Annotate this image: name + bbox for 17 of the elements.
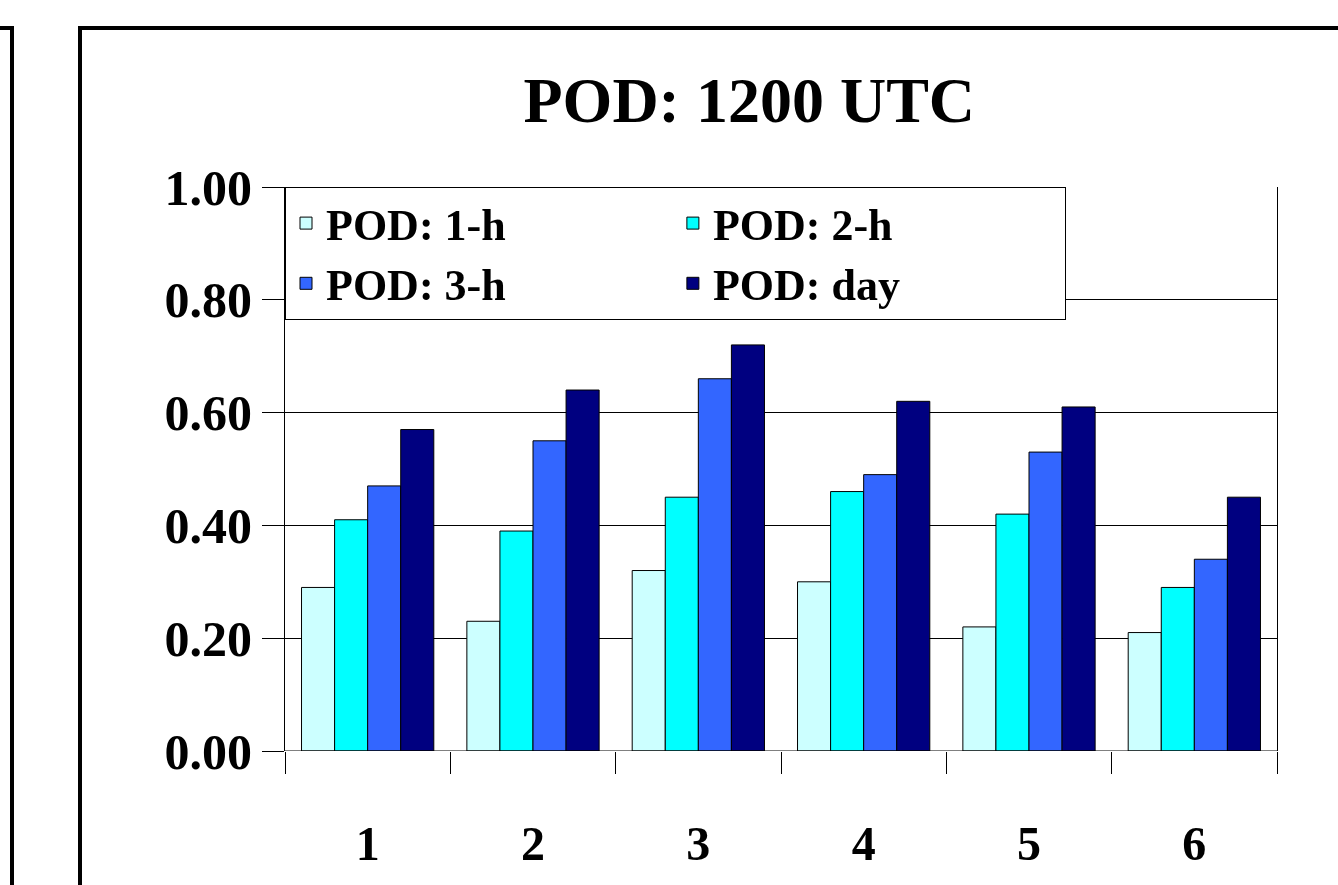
legend-label: POD: day [712, 261, 900, 311]
y-tick-label: 0.00 [164, 723, 252, 780]
x-tick-label: 4 [851, 817, 876, 870]
y-tick-label: 0.60 [164, 385, 252, 442]
x-tick-label: 5 [1017, 817, 1041, 870]
x-tick-label: 2 [521, 817, 545, 870]
x-tick-label: 6 [1182, 817, 1207, 870]
x-tick-label: 1 [355, 817, 380, 870]
x-tick-label: 3 [686, 817, 711, 870]
legend-label: POD: 2-h [712, 201, 893, 251]
y-tick-label: 0.20 [164, 610, 252, 667]
chart-title: POD: 1200 UTC [523, 65, 976, 137]
legend-label: POD: 1-h [326, 201, 506, 251]
legend-label: POD: 3-h [326, 261, 506, 311]
y-tick-label: 0.80 [164, 272, 252, 329]
y-tick-label: 1.00 [164, 159, 252, 216]
y-tick-label: 0.40 [164, 497, 252, 554]
